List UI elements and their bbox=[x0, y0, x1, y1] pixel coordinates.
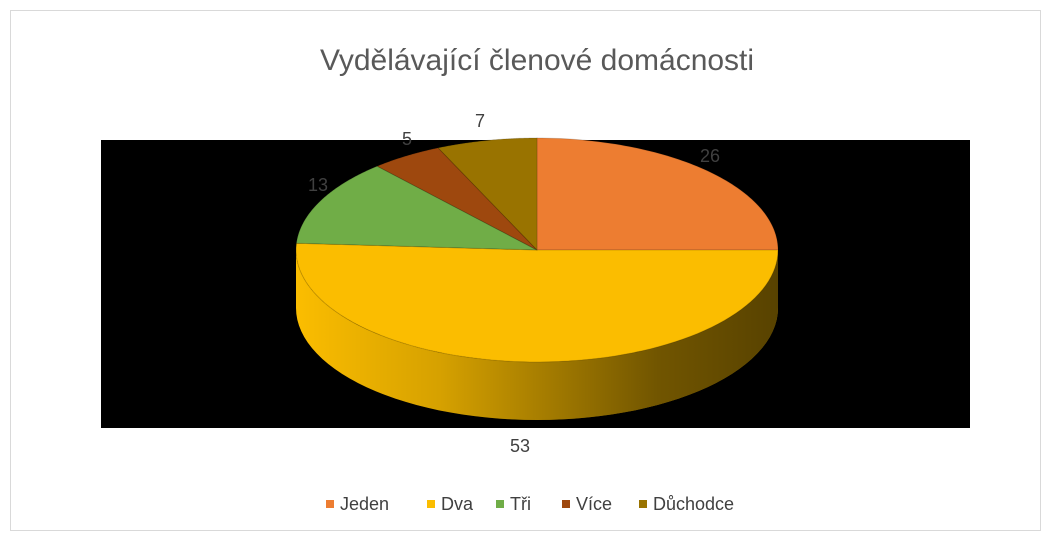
legend-label: Důchodce bbox=[653, 494, 734, 514]
data-label: 53 bbox=[510, 436, 530, 456]
slice bbox=[536, 137, 779, 251]
legend-marker bbox=[639, 500, 647, 508]
chart-title: Vydělávající členové domácnosti bbox=[320, 44, 754, 77]
slice bbox=[437, 137, 538, 252]
legend: Jeden Dva Tři Více Důchodce bbox=[326, 494, 734, 514]
legend-marker bbox=[427, 500, 435, 508]
legend-marker bbox=[496, 500, 504, 508]
data-label: 26 bbox=[700, 146, 720, 166]
legend-label: Tři bbox=[510, 494, 531, 514]
data-label: 5 bbox=[402, 129, 412, 149]
pie: 26 53 13 5 7 bbox=[295, 111, 779, 456]
slice bbox=[376, 147, 538, 251]
legend-marker bbox=[562, 500, 570, 508]
data-label: 13 bbox=[308, 175, 328, 195]
legend-marker bbox=[326, 500, 334, 508]
slice-side-shade bbox=[296, 250, 778, 420]
legend-label: Dva bbox=[441, 494, 474, 514]
legend-label: Jeden bbox=[340, 494, 389, 514]
data-label: 7 bbox=[475, 111, 485, 131]
slice bbox=[295, 165, 538, 251]
legend-label: Více bbox=[576, 494, 612, 514]
slice bbox=[295, 242, 779, 363]
